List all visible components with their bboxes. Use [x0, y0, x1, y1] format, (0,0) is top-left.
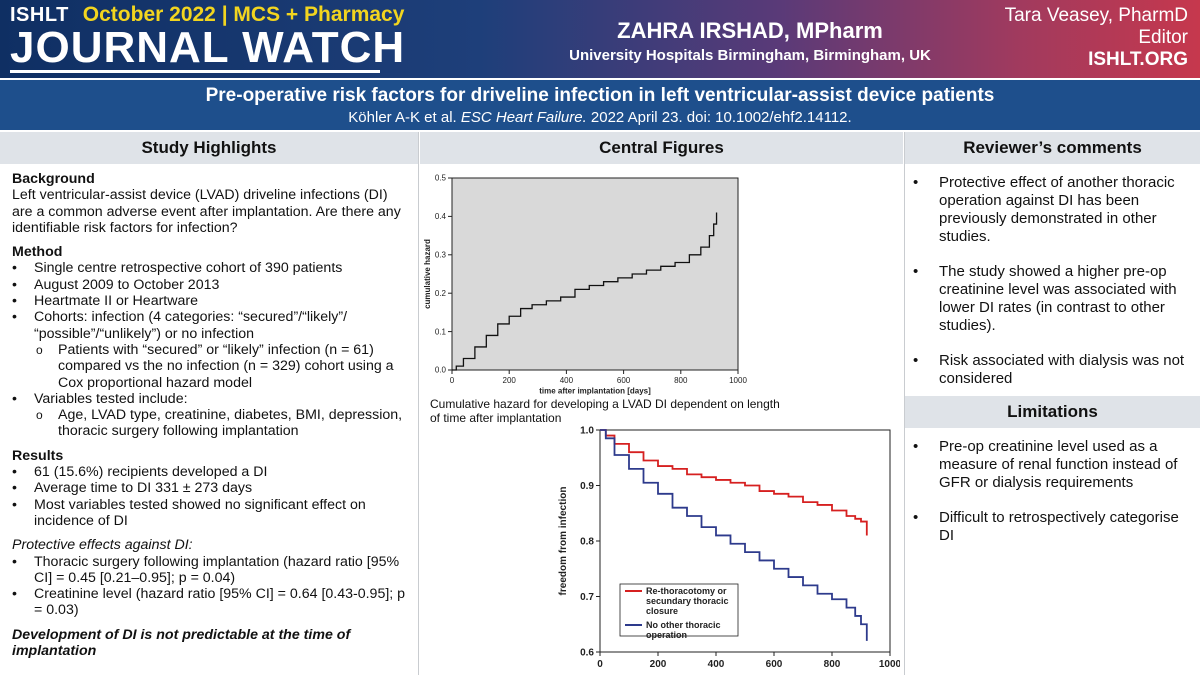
brand-label: ISHLT — [10, 4, 69, 26]
list-item: Risk associated with dialysis was not co… — [913, 352, 1190, 388]
study-highlights-body: Background Left ventricular-assist devic… — [0, 164, 418, 659]
y-tick-label: 0.9 — [580, 481, 594, 492]
list-item: Creatinine level (hazard ratio [95% CI] … — [12, 586, 408, 619]
reviewer-block: ZAHRA IRSHAD, MPharm University Hospital… — [520, 18, 980, 64]
editor-name: Tara Veasey, PharmD — [1004, 5, 1188, 26]
limitations-heading: Limitations — [905, 396, 1200, 428]
background-text: Left ventricular-assist device (LVAD) dr… — [12, 187, 401, 236]
x-tick-label: 600 — [617, 376, 631, 385]
reviewer-name: ZAHRA IRSHAD, MPharm — [617, 18, 883, 43]
y-tick-label: 0.8 — [580, 536, 594, 547]
x-tick-label: 1000 — [729, 376, 747, 385]
x-tick-label: 400 — [560, 376, 574, 385]
figure-1-caption: Cumulative hazard for developing a LVAD … — [430, 397, 780, 425]
list-item: Thoracic surgery following implantation … — [12, 554, 408, 587]
journal-watch-title: JOURNAL WATCH — [10, 23, 406, 72]
y-tick-label: 0.0 — [435, 366, 447, 375]
y-axis-label: cumulative hazard — [423, 239, 432, 309]
list-item: Single centre retrospective cohort of 39… — [12, 260, 408, 277]
header-banner: ISHLT October 2022 | MCS + Pharmacy JOUR… — [0, 0, 1200, 78]
y-tick-label: 0.2 — [435, 289, 447, 298]
citation-authors: Köhler A-K et al. — [348, 109, 461, 126]
site-link[interactable]: ISHLT.ORG — [1088, 49, 1188, 70]
x-tick-label: 600 — [766, 659, 783, 670]
variables-list: Variables tested include: — [12, 391, 408, 408]
editor-block: Tara Veasey, PharmD Editor ISHLT.ORG — [1005, 5, 1188, 71]
list-item: Average time to DI 331 ± 273 days — [12, 480, 408, 497]
y-tick-label: 0.7 — [580, 592, 594, 603]
list-item: Age, LVAD type, creatinine, diabetes, BM… — [12, 407, 408, 440]
central-figures-heading: Central Figures — [420, 132, 903, 164]
freedom-from-infection-chart: 0 200 400 600 800 1000 0.6 0.7 0.8 0.9 1.0 freedom … — [558, 425, 900, 670]
legend-entry: operation — [646, 630, 687, 640]
protective-title: Protective effects against DI: — [12, 537, 193, 554]
y-tick-label: 0.5 — [435, 174, 447, 183]
legend-entry: secundary thoracic — [646, 596, 729, 606]
x-tick-label: 800 — [674, 376, 688, 385]
y-tick-label: 0.1 — [435, 327, 447, 336]
y-tick-label: 0.4 — [435, 212, 447, 221]
protective-list: Thoracic surgery following implantation … — [12, 554, 408, 619]
central-figures-column: Central Figures 0 200 400 600 800 1000 0.0 0.1 0… — [420, 132, 903, 675]
limitations-body: Pre-op creatinine level used as a measur… — [905, 428, 1200, 545]
list-item: Protective effect of another thoracic op… — [913, 174, 1190, 246]
legend-entry: No other thoracic — [646, 620, 721, 630]
y-tick-label: 1.0 — [580, 425, 594, 436]
x-tick-label: 800 — [824, 659, 841, 670]
citation-details: 2022 April 23. doi: 10.1002/ehf2.14112. — [586, 109, 852, 126]
header-top-line: ISHLT October 2022 | MCS + Pharmacy — [10, 3, 404, 27]
title-underline — [10, 70, 380, 73]
y-axis-label: freedom from infection — [558, 487, 569, 596]
reviewer-column: Reviewer’s comments Protective effect of… — [904, 132, 1200, 675]
x-tick-label: 200 — [503, 376, 517, 385]
x-tick-label: 1000 — [879, 659, 900, 670]
x-tick-label: 400 — [708, 659, 725, 670]
legend-entry: closure — [646, 606, 678, 616]
method-sublist: Patients with “secured” or “likely” infe… — [12, 342, 408, 391]
limitations-list: Pre-op creatinine level used as a measur… — [913, 438, 1190, 545]
list-item: 61 (15.6%) recipients developed a DI — [12, 464, 408, 481]
results-title: Results — [12, 447, 64, 464]
list-item: Most variables tested showed no signific… — [12, 497, 408, 530]
article-title: Pre-operative risk factors for driveline… — [205, 85, 995, 106]
list-item: August 2009 to October 2013 — [12, 277, 408, 294]
x-tick-label: 0 — [450, 376, 455, 385]
study-highlights-column: Study Highlights Background Left ventric… — [0, 132, 419, 675]
x-axis-label: time after implantation [days] — [539, 387, 651, 396]
list-item: Heartmate II or Heartware — [12, 293, 408, 310]
cumulative-hazard-chart: 0 200 400 600 800 1000 0.0 0.1 0.2 0.3 0.4 0.5 time … — [423, 174, 747, 396]
article-title-band: Pre-operative risk factors for driveline… — [0, 80, 1200, 130]
list-item: Patients with “secured” or “likely” infe… — [12, 342, 408, 391]
series-line-1 — [600, 429, 868, 536]
study-highlights-heading: Study Highlights — [0, 132, 418, 164]
variables-sublist: Age, LVAD type, creatinine, diabetes, BM… — [12, 407, 408, 440]
method-list: Single centre retrospective cohort of 39… — [12, 260, 408, 341]
comments-list: Protective effect of another thoracic op… — [913, 174, 1190, 388]
list-item: Variables tested include: — [12, 391, 408, 408]
list-item: Cohorts: infection (4 categories: “secur… — [12, 309, 408, 342]
reviewer-comments-body: Protective effect of another thoracic op… — [905, 164, 1200, 388]
edition-label: October 2022 | MCS + Pharmacy — [82, 3, 405, 26]
results-list: 61 (15.6%) recipients developed a DI Ave… — [12, 464, 408, 529]
reviewer-affiliation: University Hospitals Birmingham, Birming… — [569, 47, 931, 64]
conclusion-text: Development of DI is not predictable at … — [12, 626, 351, 660]
editor-role: Editor — [1138, 27, 1188, 48]
reviewer-comments-heading: Reviewer’s comments — [905, 132, 1200, 164]
list-item: Pre-op creatinine level used as a measur… — [913, 438, 1190, 492]
article-citation: Köhler A-K et al. ESC Heart Failure. 202… — [0, 109, 1200, 126]
method-title: Method — [12, 244, 63, 261]
plot-area — [451, 177, 739, 371]
x-tick-label: 0 — [597, 659, 603, 670]
legend-entry: Re-thoracotomy or — [646, 586, 727, 596]
x-tick-label: 200 — [650, 659, 667, 670]
y-tick-label: 0.3 — [435, 250, 447, 259]
citation-journal: ESC Heart Failure. — [460, 109, 587, 126]
background-title: Background — [12, 171, 95, 187]
legend-box — [619, 583, 739, 637]
series-line-1 — [452, 212, 718, 371]
y-tick-label: 0.6 — [580, 647, 594, 658]
list-item: The study showed a higher pre-op creatin… — [913, 263, 1190, 335]
series-line-2 — [600, 429, 868, 641]
list-item: Difficult to retrospectively categorise … — [913, 509, 1190, 545]
